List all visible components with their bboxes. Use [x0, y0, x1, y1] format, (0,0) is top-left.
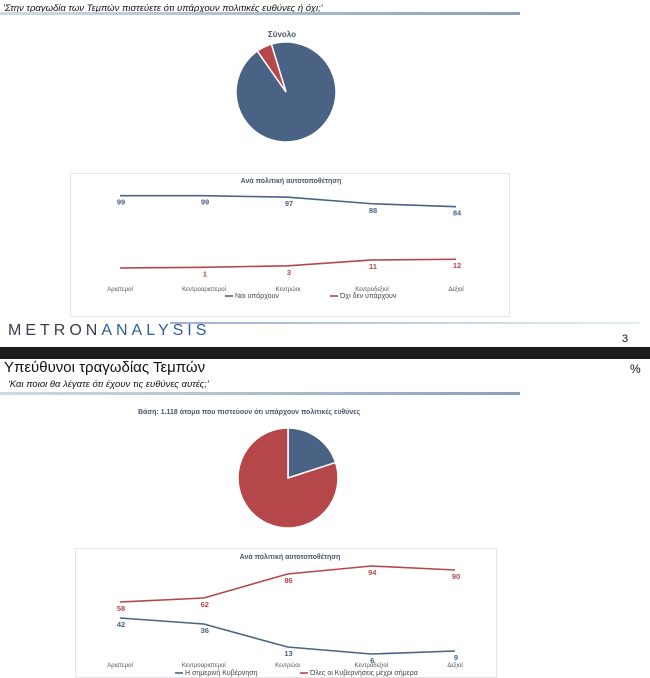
data-label: 6 [370, 656, 374, 665]
slide-2 [0, 359, 650, 677]
category-label: Κεντροδεξιοί [355, 287, 389, 293]
data-label: 58 [117, 604, 125, 613]
category-label: Κεντροαριστεροί [182, 663, 227, 669]
data-label: 9 [454, 653, 458, 662]
category-label: Αριστεροί [107, 663, 133, 669]
slide-divider [0, 347, 650, 359]
pie-title: Σύνολο [268, 30, 296, 39]
slide2-pie-chart: Βάση: 1.118 άτομα που πιστεύουν ότι υπάρ… [138, 408, 360, 529]
category-label: Αριστεροί [107, 287, 133, 293]
brand-rule [170, 322, 640, 324]
pie-slice-2 [256, 43, 287, 93]
percent-sign: % [630, 362, 641, 376]
pie-title: Βάση: 1.118 άτομα που πιστεύουν ότι υπάρ… [138, 408, 360, 416]
category-label: Κεντρώοι [276, 287, 301, 293]
legend-label: Όλες οι Κυβερνήσεις μέχρι σήμερα [309, 669, 418, 677]
data-label: 11 [369, 262, 377, 271]
pie-slice-2 [237, 427, 339, 529]
data-label: 42 [117, 620, 125, 629]
category-label: Κεντροαριστεροί [182, 287, 227, 293]
series-line-2 [119, 565, 456, 603]
data-label: 88 [369, 206, 377, 215]
data-label: 97 [285, 199, 293, 208]
pie-slice-1 [287, 427, 337, 480]
series-line-1 [119, 617, 456, 655]
category-label: Κεντρώοι [275, 663, 300, 669]
page-number: 3 [622, 333, 629, 345]
slide2-title: Υπεύθυνοι τραγωδίας Τεμπών [4, 359, 206, 376]
slide1-line-chart-frame [70, 173, 510, 317]
legend-label: Η σημερινή Κυβέρνηση [185, 669, 258, 677]
data-label: 99 [201, 198, 209, 207]
series-line-2 [119, 258, 457, 269]
slide1-title-rule [0, 12, 520, 15]
data-label: 90 [452, 572, 460, 581]
data-label: 3 [287, 268, 291, 277]
category-label: Δεξιοί [447, 663, 463, 669]
slide1-pie-chart: Σύνολο [235, 30, 337, 143]
slide2-line-chart: Ανά πολιτική αυτοτοποθέτηση Αριστεροί Κεντ… [107, 553, 463, 677]
data-label: 99 [117, 198, 125, 207]
data-label: 1 [203, 269, 207, 278]
legend-label: Όχι δεν υπάρχουν [339, 292, 397, 300]
data-label: 13 [284, 649, 292, 658]
slide2-title-rule [0, 392, 520, 395]
data-label: 62 [201, 600, 209, 609]
data-label: 12 [453, 261, 461, 270]
category-label: Κεντροδεξιοί [354, 663, 388, 669]
slide1-charts: Σύνολο Ανά πολιτική αυτοτοποθέτηση Αριστε… [107, 30, 464, 300]
data-label: 84 [453, 209, 462, 218]
category-label: Δεξιοί [448, 287, 464, 293]
data-label: 86 [284, 576, 292, 585]
slide1-line-chart: Ανά πολιτική αυτοτοποθέτηση Αριστεροί Κεντ… [107, 177, 464, 300]
data-label: 36 [201, 626, 209, 635]
slide1-question: 'Στην τραγωδία των Τεμπών πιστεύετε ότι … [3, 3, 323, 14]
line-chart-title: Ανά πολιτική αυτοτοποθέτηση [240, 553, 341, 561]
legend-label: Ναι υπάρχουν [235, 292, 279, 300]
slide2-question: 'Και ποιοι θα λέγατε ότι έχουν τις ευθύν… [8, 379, 209, 390]
series-line-1 [120, 194, 457, 208]
line-chart-title: Ανά πολιτική αυτοτοποθέτηση [241, 177, 342, 185]
brand-logo: METRONANALYSIS [8, 322, 211, 339]
data-label: 94 [368, 568, 377, 577]
